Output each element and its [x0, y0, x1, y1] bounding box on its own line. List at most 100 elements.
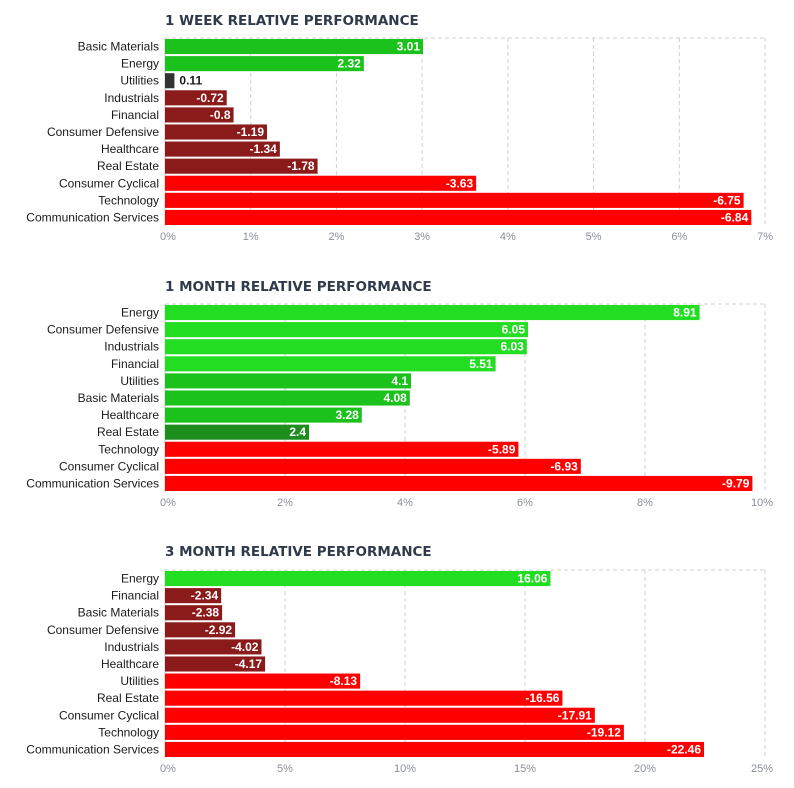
category-label: Financial [111, 357, 159, 371]
bar [165, 373, 411, 389]
bar [165, 158, 318, 174]
bar-value-label: -3.63 [446, 176, 474, 190]
x-tick-label: 0% [160, 497, 176, 509]
category-label: Basic Materials [78, 40, 159, 54]
x-tick-label: 20% [634, 763, 656, 775]
bar-value-label: 6.03 [500, 340, 524, 354]
bar-value-label: -0.72 [196, 91, 224, 105]
category-label: Real Estate [97, 691, 159, 705]
bar-value-label: -9.79 [722, 476, 750, 490]
category-label: Utilities [120, 374, 159, 388]
category-label: Industrials [104, 340, 159, 354]
category-label: Consumer Cyclical [59, 176, 159, 190]
chart-panel-1: 1 WEEK RELATIVE PERFORMANCE 0% 1% 2% 3% 4% 5% 6… [26, 13, 773, 243]
bar-value-label: -0.8 [210, 108, 231, 122]
bar [165, 475, 753, 491]
bar-value-label: -2.38 [192, 606, 220, 620]
category-label: Consumer Defensive [47, 125, 159, 139]
bar [165, 73, 175, 89]
x-tick-label: 2% [277, 497, 293, 509]
bar [165, 741, 705, 757]
bar-value-label: -6.75 [713, 193, 741, 207]
category-label: Consumer Cyclical [59, 459, 159, 473]
bar-value-label: -6.93 [550, 459, 578, 473]
category-label: Basic Materials [78, 606, 159, 620]
x-tick-label: 15% [514, 763, 536, 775]
bar-value-label: 2.4 [289, 425, 306, 439]
bar [165, 458, 581, 474]
category-label: Healthcare [101, 408, 159, 422]
bar [165, 322, 528, 338]
bar-value-label: -5.89 [488, 442, 516, 456]
bar-value-label: 3.01 [397, 40, 421, 54]
bar-value-label: -19.12 [587, 725, 621, 739]
bar-value-label: 6.05 [502, 323, 526, 337]
category-label: Communication Services [26, 210, 159, 224]
bar [165, 588, 222, 604]
bar-value-label: 4.1 [391, 374, 408, 388]
x-tick-label: 0% [160, 763, 176, 775]
bar-value-label: -2.34 [191, 589, 219, 603]
bar [165, 724, 624, 740]
bar [165, 571, 551, 587]
bar [165, 424, 309, 440]
category-label: Industrials [104, 640, 159, 654]
category-label: Utilities [120, 74, 159, 88]
bar-value-label: 3.28 [335, 408, 359, 422]
bar-value-label: 8.91 [673, 306, 697, 320]
chart-title: 1 MONTH RELATIVE PERFORMANCE [165, 279, 432, 295]
x-tick-label: 10% [751, 497, 773, 509]
bar-value-label: -16.56 [525, 691, 559, 705]
bar [165, 339, 527, 355]
bar-value-label: 16.06 [517, 572, 547, 586]
bar [165, 605, 223, 621]
x-tick-label: 5% [277, 763, 293, 775]
category-label: Energy [121, 57, 159, 71]
bar [165, 209, 752, 225]
category-label: Real Estate [97, 159, 159, 173]
bar [165, 622, 236, 638]
bar-value-label: 0.11 [179, 74, 202, 88]
x-tick-label: 6% [517, 497, 533, 509]
bar-value-label: -8.13 [330, 674, 358, 688]
category-label: Basic Materials [78, 391, 159, 405]
bar [165, 356, 496, 372]
bar [165, 305, 700, 321]
category-label: Consumer Defensive [47, 623, 159, 637]
chart-title: 3 MONTH RELATIVE PERFORMANCE [165, 544, 432, 560]
bar [165, 690, 563, 706]
x-tick-label: 1% [243, 231, 259, 243]
bar [165, 707, 595, 723]
bar [165, 639, 262, 655]
category-label: Financial [111, 108, 159, 122]
category-label: Energy [121, 306, 159, 320]
x-tick-label: 5% [586, 231, 602, 243]
bar [165, 390, 410, 406]
bar [165, 441, 519, 457]
bar-value-label: 2.32 [337, 57, 361, 71]
category-label: Industrials [104, 91, 159, 105]
category-label: Consumer Cyclical [59, 708, 159, 722]
category-label: Real Estate [97, 425, 159, 439]
bar-value-label: -4.17 [235, 657, 263, 671]
x-tick-label: 10% [394, 763, 416, 775]
category-label: Financial [111, 589, 159, 603]
bar-value-label: -4.02 [231, 640, 259, 654]
bar [165, 39, 423, 55]
category-label: Healthcare [101, 657, 159, 671]
bar-value-label: 5.51 [469, 357, 493, 371]
x-tick-label: 25% [751, 763, 773, 775]
chart-panel-2: 1 MONTH RELATIVE PERFORMANCE 0% 2% 4% 6% 8% 10… [26, 279, 773, 509]
x-tick-label: 6% [671, 231, 687, 243]
category-label: Healthcare [101, 142, 159, 156]
bar [165, 407, 362, 423]
bar-value-label: -1.34 [249, 142, 277, 156]
x-tick-label: 0% [160, 231, 176, 243]
chart-title: 1 WEEK RELATIVE PERFORMANCE [165, 13, 419, 29]
bar-value-label: -22.46 [667, 742, 701, 756]
bar [165, 56, 364, 72]
x-tick-label: 4% [500, 231, 516, 243]
bar-value-label: -17.91 [558, 708, 592, 722]
bar [165, 141, 280, 157]
